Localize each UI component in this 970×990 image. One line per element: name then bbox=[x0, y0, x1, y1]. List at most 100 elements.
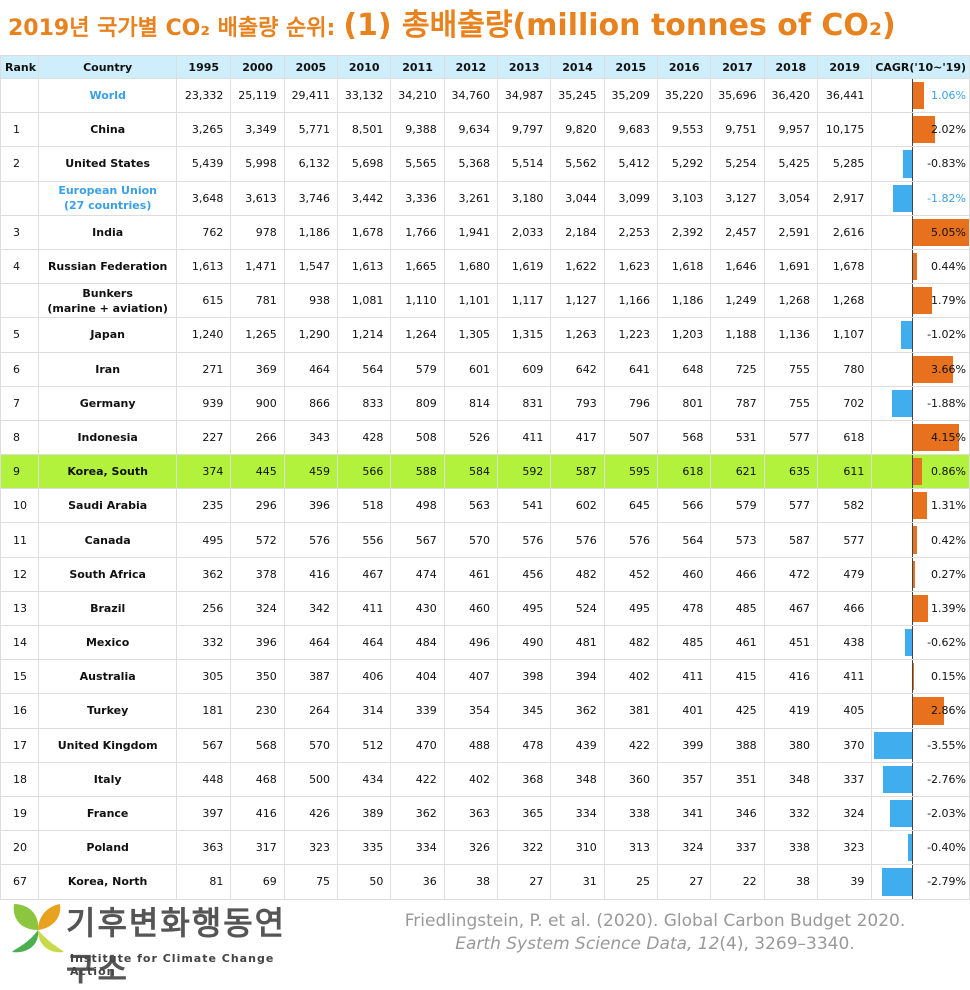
value-cell: 335 bbox=[337, 830, 392, 866]
value-cell: 1,265 bbox=[230, 317, 285, 353]
table-row: 4 Russian Federation 1,613 1,471 1,547 1,613 1… bbox=[0, 248, 970, 285]
cagr-bar bbox=[892, 184, 912, 212]
value-cell: 394 bbox=[550, 659, 605, 695]
value-cell: 1,107 bbox=[817, 317, 873, 353]
value-cell: 230 bbox=[230, 693, 285, 729]
value-cell: 341 bbox=[657, 795, 712, 832]
value-cell: 370 bbox=[817, 727, 873, 763]
value-cell: 466 bbox=[710, 556, 765, 592]
value-cell: 866 bbox=[283, 385, 339, 421]
value-cell: 334 bbox=[390, 830, 445, 866]
value-cell: 500 bbox=[283, 761, 339, 797]
cagr-bar bbox=[911, 423, 959, 452]
country-cell: Iran bbox=[38, 351, 178, 387]
value-cell: 10,175 bbox=[817, 112, 873, 148]
value-cell: 478 bbox=[497, 727, 552, 763]
value-cell: 796 bbox=[603, 385, 659, 421]
value-cell: 387 bbox=[283, 659, 339, 695]
value-cell: 338 bbox=[603, 795, 659, 832]
cagr-label: -2.03% bbox=[927, 807, 966, 821]
value-cell: 1,268 bbox=[817, 283, 873, 319]
cagr-zero-axis bbox=[911, 79, 913, 112]
value-cell: 507 bbox=[603, 419, 659, 456]
logo-name-en: Institute for Climate Change Action bbox=[70, 952, 275, 978]
cagr-label: 3.66% bbox=[931, 362, 966, 376]
table-row: 9 Korea, South 374 445 459 566 588 584 592 587 595… bbox=[0, 454, 970, 490]
value-cell: 36,420 bbox=[763, 77, 819, 114]
value-cell: 495 bbox=[603, 590, 659, 627]
cagr-label: -2.76% bbox=[927, 772, 966, 786]
value-cell: 1,101 bbox=[443, 283, 499, 319]
table-row: 11 Canada 495 572 576 556 567 570 576 576 576 564 57… bbox=[0, 522, 970, 558]
country-cell: Korea, North bbox=[38, 864, 178, 900]
value-cell: 1,665 bbox=[390, 248, 445, 285]
cagr-cell: 1.31% bbox=[871, 488, 970, 524]
leaf-logo-icon bbox=[12, 904, 64, 953]
value-cell: 324 bbox=[817, 795, 873, 832]
value-cell: 362 bbox=[390, 795, 445, 832]
cagr-label: 0.86% bbox=[931, 465, 966, 479]
cagr-cell: -0.83% bbox=[871, 146, 970, 182]
cagr-zero-axis bbox=[911, 284, 913, 317]
value-cell: 1,223 bbox=[603, 317, 659, 353]
value-cell: 388 bbox=[710, 727, 765, 763]
cagr-bar bbox=[911, 82, 924, 110]
table-body: World 23,332 25,119 29,411 33,132 34,210 34,76… bbox=[0, 77, 970, 900]
value-cell: 9,751 bbox=[710, 112, 765, 148]
value-cell: 602 bbox=[550, 488, 605, 524]
value-cell: 456 bbox=[497, 556, 552, 592]
value-cell: 587 bbox=[550, 454, 605, 490]
column-header: 2010 bbox=[337, 55, 392, 79]
value-cell: 9,820 bbox=[550, 112, 605, 148]
value-cell: 9,388 bbox=[390, 112, 445, 148]
cagr-cell: 2.86% bbox=[871, 693, 970, 729]
cagr-zero-axis bbox=[911, 318, 913, 351]
value-cell: 36,441 bbox=[817, 77, 873, 114]
column-header: 1995 bbox=[176, 55, 232, 79]
column-header: 2018 bbox=[763, 55, 819, 79]
table-row: 10 Saudi Arabia 235 296 396 518 498 563 541 602 64… bbox=[0, 488, 970, 524]
cagr-cell: -0.62% bbox=[871, 624, 970, 661]
value-cell: 428 bbox=[337, 419, 392, 456]
cagr-zero-axis bbox=[911, 421, 913, 454]
column-header: Rank bbox=[0, 55, 40, 79]
value-cell: 1,214 bbox=[337, 317, 392, 353]
cagr-label: -1.02% bbox=[927, 328, 966, 342]
cagr-cell: -1.82% bbox=[871, 180, 970, 216]
table-row: 2 United States 5,439 5,998 6,132 5,698 5,565 5… bbox=[0, 146, 970, 182]
value-cell: 3,103 bbox=[657, 180, 712, 216]
value-cell: 484 bbox=[390, 624, 445, 661]
cagr-label: 2.02% bbox=[931, 123, 966, 137]
value-cell: 326 bbox=[443, 830, 499, 866]
value-cell: 324 bbox=[230, 590, 285, 627]
value-cell: 1,081 bbox=[337, 283, 392, 319]
value-cell: 576 bbox=[603, 522, 659, 558]
value-cell: 568 bbox=[657, 419, 712, 456]
country-cell: Saudi Arabia bbox=[38, 488, 178, 524]
value-cell: 9,634 bbox=[443, 112, 499, 148]
rank-cell: 2 bbox=[0, 146, 40, 182]
cagr-label: 0.44% bbox=[931, 260, 966, 274]
value-cell: 2,457 bbox=[710, 214, 765, 250]
cagr-bar bbox=[911, 560, 916, 588]
value-cell: 448 bbox=[176, 761, 232, 797]
value-cell: 787 bbox=[710, 385, 765, 421]
value-cell: 415 bbox=[710, 659, 765, 695]
cagr-bar bbox=[874, 731, 912, 759]
value-cell: 348 bbox=[763, 761, 819, 797]
value-cell: 34,987 bbox=[497, 77, 552, 114]
country-cell: Italy bbox=[38, 761, 178, 797]
value-cell: 337 bbox=[817, 761, 873, 797]
value-cell: 568 bbox=[230, 727, 285, 763]
value-cell: 338 bbox=[763, 830, 819, 866]
value-cell: 314 bbox=[337, 693, 392, 729]
value-cell: 474 bbox=[390, 556, 445, 592]
value-cell: 3,127 bbox=[710, 180, 765, 216]
country-cell: China bbox=[38, 112, 178, 148]
value-cell: 411 bbox=[657, 659, 712, 695]
cagr-cell: 0.27% bbox=[871, 556, 970, 592]
page-title: 2019년 국가별 CO₂ 배출량 순위: (1) 총배출량(million t… bbox=[8, 0, 970, 52]
rank-cell: 16 bbox=[0, 693, 40, 729]
country-cell: India bbox=[38, 214, 178, 250]
value-cell: 181 bbox=[176, 693, 232, 729]
